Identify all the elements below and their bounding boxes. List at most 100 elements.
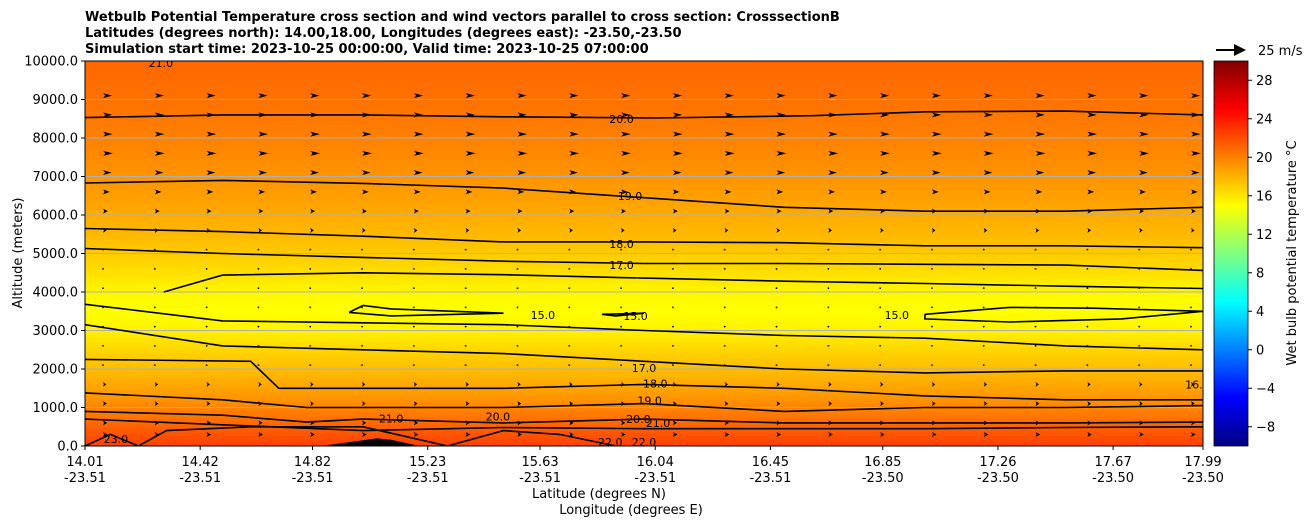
wind-vector [983,401,988,407]
wind-vector [1139,150,1150,156]
contour-label: 17.0 [609,259,634,272]
wind-vector [206,208,212,214]
colorbar-tick-label: 24 [1256,112,1273,127]
wind-vector [621,93,631,99]
wind-vector [310,431,315,437]
contour-line [85,358,1203,401]
contour-lines: 20.0 19.0 18.0 17.0 15.0 15.0 15.0 17.0 18.0 19.0… [85,61,1203,449]
wind-vector [776,189,784,195]
wind-vector [413,189,421,195]
x-tick-label-lat: 17.67 [1095,455,1132,470]
wind-vector [620,306,622,309]
wind-vector [931,268,933,270]
y-tick-label: 6000.0 [33,209,79,224]
wind-vector [724,208,730,214]
wind-vector [827,325,830,328]
wind-vector [206,170,216,176]
wind-vector [776,401,781,407]
wind-vector [723,268,726,270]
wind-vector [983,112,994,118]
wind-vector [672,431,678,437]
wind-vector [621,431,626,437]
wind-vector [931,345,933,347]
wind-vector [412,248,415,251]
wind-vector [1035,189,1043,195]
wind-vector [620,287,622,290]
wind-vector [310,189,317,195]
wind-vector [1139,189,1146,195]
x-tick-label-lon: -23.50 [862,471,904,486]
colorbar-tick-label: 0 [1256,343,1264,358]
y-tick-label: 0.0 [57,440,78,455]
wind-vector [982,287,985,290]
y-axis: 0.0 1000.0 2000.0 3000.0 4000.0 5000.0 6000.0 7… [24,55,85,455]
wind-vector [154,401,159,407]
wind-vector [672,248,674,251]
wind-vector [569,170,578,176]
wind-vector [569,93,579,99]
wind-vector [776,381,780,387]
wind-vector [827,287,830,290]
wind-vector [413,227,418,233]
wind-vector [362,208,367,214]
wind-vector [517,401,522,407]
wind-vector [258,381,262,387]
wind-vector [983,381,987,387]
wind-vector [153,306,156,309]
wind-vector [464,345,467,347]
wind-vector [880,189,887,195]
wind-vector [362,381,366,387]
wind-vector [103,131,113,137]
wind-vector [206,381,210,387]
wind-vector [879,325,882,328]
wind-vector [1035,227,1040,233]
wind-vector [672,345,674,347]
x-tick-label-lon: -23.50 [1182,471,1224,486]
wind-vector [465,150,476,156]
wind-vector [310,401,314,407]
wind-vector [569,150,580,156]
wind-vector [776,431,782,437]
y-tick-label: 3000.0 [33,324,79,339]
wind-vector [620,345,622,347]
wind-vector [775,306,778,309]
x-tick-label-lon: -23.51 [292,471,334,486]
x-tick-label-lat: 14.82 [294,455,331,470]
wind-vector [310,93,320,99]
wind-vector [1035,93,1045,99]
wind-vector [154,131,165,137]
wind-vector [828,170,837,176]
contour-label: 22.0 [598,436,623,449]
wind-vector [413,208,419,214]
colorbar: −8 −4 0 4 8 12 16 20 24 28 Wet bulb potential tem… [1213,60,1300,447]
wind-vector [931,150,942,156]
wind-vector [103,420,108,426]
wind-vector [776,150,787,156]
wind-vector [206,93,216,99]
wind-vector [931,364,933,367]
wind-vector [465,131,476,137]
x-tick-label-lat: 14.01 [66,455,103,470]
x-tick-label-lat: 14.42 [182,455,219,470]
wind-vector [672,131,683,137]
wind-vector [205,364,208,367]
wind-vector [205,287,208,290]
wind-vector [775,325,778,328]
wind-vector [931,325,933,328]
wind-vector [931,131,942,137]
quiver-key-label: 25 m/s [1258,44,1303,59]
wind-vector [983,131,994,137]
wind-vector [1035,381,1039,387]
wind-vector [724,93,734,99]
wind-vector [931,93,942,99]
y-tick-label: 1000.0 [33,401,79,416]
wind-vector [672,208,678,214]
x-tick-label-lat: 15.23 [409,455,446,470]
wind-vector [672,364,674,367]
wind-vector [1086,268,1089,270]
wind-vector [621,208,626,214]
wind-vector [517,93,527,99]
y-axis-label: Altitude (meters) [11,198,26,309]
wind-vector [309,306,312,309]
